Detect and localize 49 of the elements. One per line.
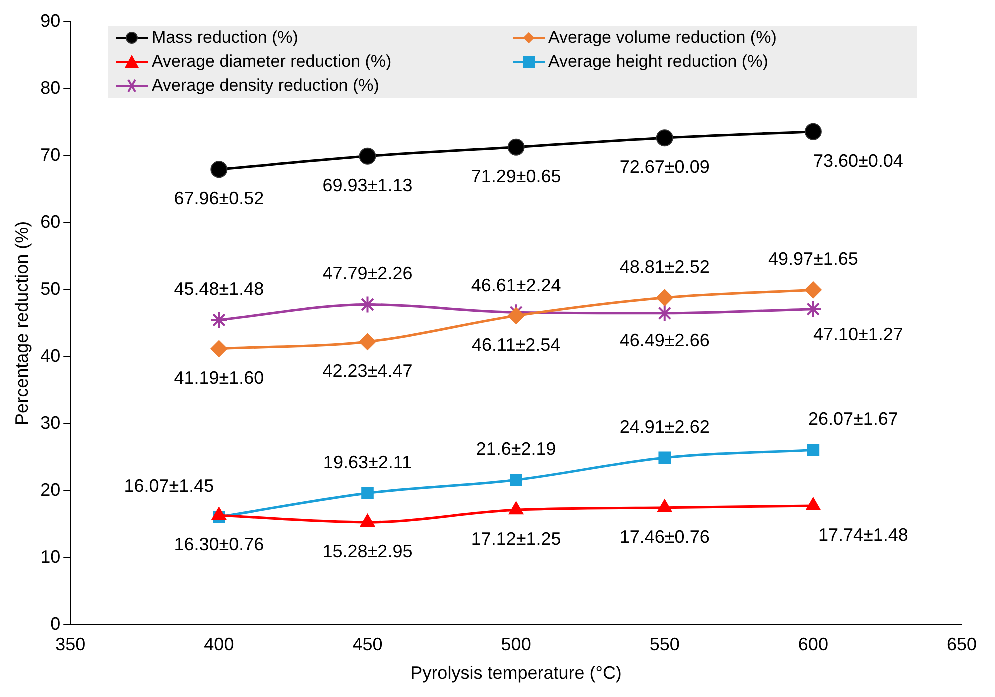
y-tick-label: 10 <box>40 546 61 567</box>
data-label: 46.61±2.24 <box>471 276 562 296</box>
data-label: 69.93±1.13 <box>322 175 413 196</box>
data-label: 21.6±2.19 <box>476 439 556 460</box>
data-label: 16.07±1.45 <box>124 476 214 496</box>
data-label: 48.81±2.52 <box>620 256 710 277</box>
y-tick-label: 40 <box>40 346 61 366</box>
x-tick-label: 600 <box>798 634 828 655</box>
x-tick-label: 500 <box>501 634 532 655</box>
y-tick-label: 90 <box>40 10 61 31</box>
data-label: 41.19±1.60 <box>174 368 264 388</box>
data-label: 16.30±0.76 <box>174 534 264 555</box>
legend-label: Average density reduction (%) <box>152 76 380 96</box>
y-tick-label: 0 <box>50 614 61 634</box>
data-label: 72.67±0.09 <box>620 157 710 178</box>
data-label: 42.23±4.47 <box>322 360 413 381</box>
y-tick-label: 20 <box>40 480 61 500</box>
x-tick-label: 400 <box>204 634 234 655</box>
x-axis-title: Pyrolysis temperature (°C) <box>410 663 622 684</box>
x-tick-label: 550 <box>650 634 680 655</box>
y-tick-label: 70 <box>40 144 61 165</box>
legend-label: Mass reduction (%) <box>152 28 298 48</box>
data-label: 47.79±2.26 <box>322 264 413 284</box>
data-label: 71.29±0.65 <box>471 166 562 186</box>
data-label: 46.11±2.54 <box>472 334 561 355</box>
x-tick-label: 450 <box>352 634 383 655</box>
x-tick-label: 650 <box>946 634 978 655</box>
y-tick-label: 30 <box>40 412 61 433</box>
data-label: 15.28±2.95 <box>322 541 413 562</box>
legend-label: Average height reduction (%) <box>548 52 768 72</box>
legend-label: Average diameter reduction (%) <box>152 52 392 72</box>
data-label: 45.48±1.48 <box>174 279 264 300</box>
y-tick-label: 60 <box>40 212 61 232</box>
data-label: 47.10±1.27 <box>813 324 904 344</box>
data-label: 73.60±0.04 <box>813 150 904 171</box>
data-label: 24.91±2.62 <box>620 416 710 437</box>
data-label: 17.74±1.48 <box>818 524 908 545</box>
y-axis-title: Percentage reduction (%) <box>12 221 32 426</box>
data-label: 67.96±0.52 <box>174 188 264 209</box>
data-label: 17.12±1.25 <box>471 529 562 550</box>
y-tick-label: 50 <box>40 278 61 299</box>
data-label: 49.97±1.65 <box>768 249 858 270</box>
x-tick-label: 350 <box>56 634 86 655</box>
y-tick-label: 80 <box>40 78 61 98</box>
data-label: 17.46±0.76 <box>620 526 710 547</box>
data-label: 46.49±2.66 <box>620 330 710 350</box>
data-label: 19.63±2.11 <box>323 452 412 472</box>
legend-label: Average volume reduction (%) <box>548 28 777 48</box>
data-label: 26.07±1.67 <box>808 409 898 430</box>
